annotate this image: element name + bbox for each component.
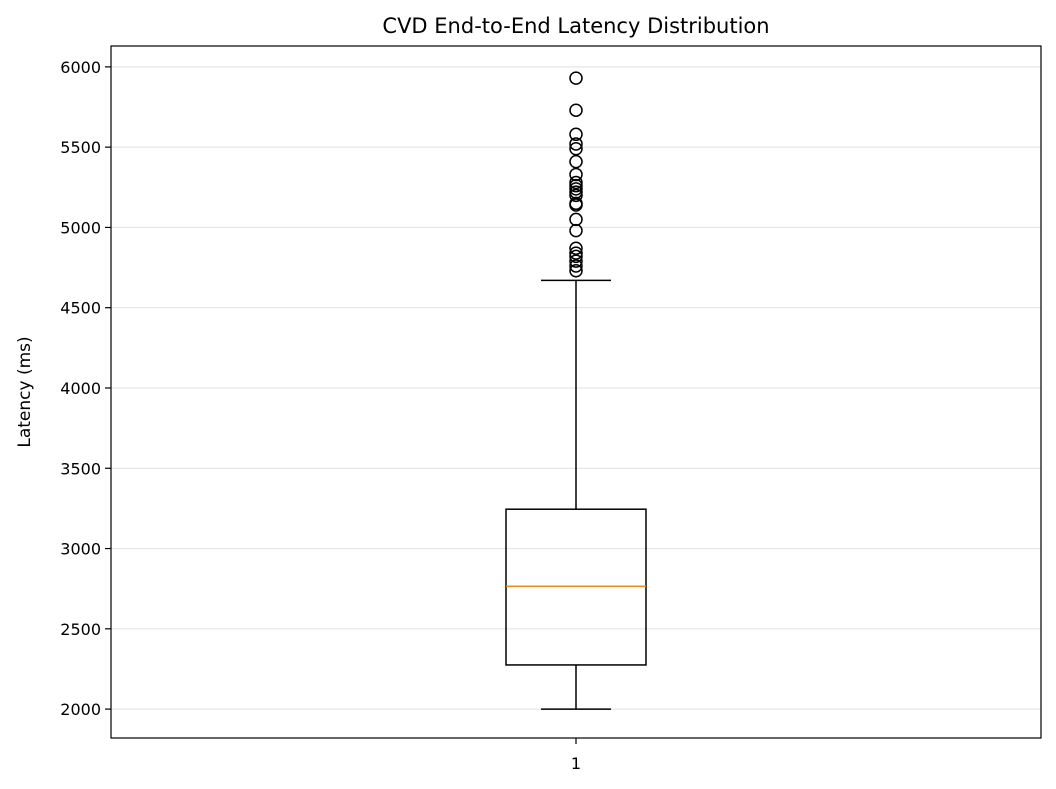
x-tick-label: 1	[571, 754, 581, 773]
outlier-point	[569, 188, 583, 203]
y-axis-label: Latency (ms)	[15, 336, 35, 447]
outlier-point	[569, 182, 583, 196]
y-tick-label: 2500	[60, 620, 101, 639]
interquartile-box	[505, 508, 647, 666]
outlier-point	[569, 249, 583, 264]
outlier-point	[569, 212, 583, 227]
outlier-point	[569, 142, 583, 156]
x-axis-ticks: 1	[571, 738, 581, 773]
outlier-point	[569, 127, 583, 142]
y-tick-label: 4500	[60, 299, 101, 318]
y-tick-label: 4000	[60, 379, 101, 398]
y-tick-label: 2000	[60, 700, 101, 719]
y-tick-label: 3000	[60, 540, 101, 559]
outlier-point	[569, 254, 583, 268]
outlier-point	[569, 137, 583, 151]
y-tick-label: 5500	[60, 138, 101, 157]
y-tick-label: 5000	[60, 218, 101, 237]
outlier-point	[569, 154, 583, 169]
outlier-point	[569, 178, 583, 193]
y-tick-label: 6000	[60, 58, 101, 77]
box-series	[505, 279, 647, 710]
plot-area-frame	[110, 45, 1042, 739]
outlier-point	[569, 196, 583, 211]
chart-title: CVD End-to-End Latency Distribution	[382, 14, 769, 38]
outlier-point	[569, 71, 583, 85]
outlier-point	[569, 223, 583, 238]
outlier-points	[569, 71, 583, 278]
y-tick-label: 3500	[60, 459, 101, 478]
outlier-point	[569, 246, 583, 260]
outlier-point	[569, 103, 583, 117]
outlier-point	[569, 185, 583, 199]
outlier-point	[569, 175, 583, 190]
outlier-point	[569, 259, 583, 273]
outlier-point	[569, 241, 583, 256]
outlier-point	[569, 167, 583, 182]
y-axis-ticks: 2000 2500 3000 3500 4000 4500 5000 5500 6000	[60, 58, 111, 719]
outlier-point	[569, 264, 583, 278]
